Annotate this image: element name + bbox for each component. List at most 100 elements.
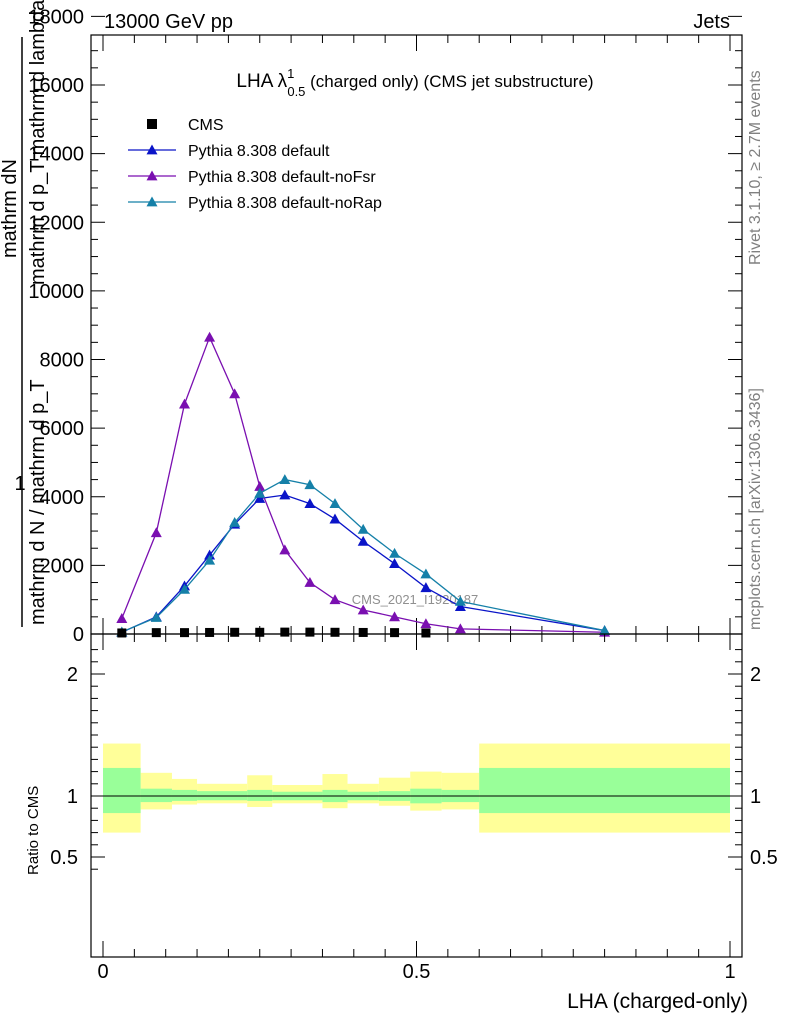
series-1-point-7 [304, 577, 316, 587]
series-1-point-9 [357, 604, 369, 615]
cms-point-7 [305, 627, 315, 637]
series-2-point-10 [389, 547, 401, 558]
series-line-0 [121, 494, 605, 633]
legend-marker-1 [146, 144, 158, 155]
ratio-ytick-label-right-2: 2 [750, 664, 761, 686]
mcplots-label: mcplots.cern.ch [arXiv:1306.3436] [747, 388, 764, 630]
main-ytick-label-7: 14000 [28, 144, 84, 166]
series-2-point-5 [254, 487, 266, 498]
x-axis-label: LHA (charged-only) [567, 990, 748, 1013]
series-1-point-1 [150, 527, 162, 538]
title-rest: (charged only) (CMS jet substructure) [305, 72, 593, 91]
watermark: CMS_2021_I1920187 [352, 592, 479, 607]
series-2-point-13 [599, 625, 611, 635]
ylabel-top: 1 [14, 473, 25, 495]
series-2-point-6 [279, 474, 291, 484]
x-tick-label-2: 1 [724, 961, 735, 983]
legend-marker-2 [146, 170, 158, 181]
series-2-point-1 [150, 612, 162, 622]
legend-marker-3 [146, 196, 158, 207]
main-ytick-label-8: 16000 [28, 75, 84, 97]
cms-point-5 [255, 627, 265, 637]
series-0-point-12 [454, 601, 466, 611]
x-tick-label-0: 0 [97, 961, 108, 983]
green-band-11 [479, 767, 730, 814]
series-0-point-11 [420, 582, 432, 593]
main-plot: LHA λ1 0.5 (charged only) (CMS jet substr… [0, 0, 743, 646]
ratio-ytick-label-right-1: 1 [750, 786, 761, 808]
series-0-point-7 [304, 498, 316, 509]
green-band-2 [171, 789, 198, 801]
series-2-point-8 [329, 498, 341, 509]
series-0-point-8 [329, 513, 341, 524]
main-ytick-label-3: 6000 [40, 418, 85, 440]
ratio-ytick-label-1: 1 [67, 786, 78, 808]
ratio-ylabel: Ratio to CMS [25, 786, 42, 875]
header-right: Jets [693, 11, 730, 33]
cms-point-4 [230, 627, 240, 637]
cms-point-3 [205, 627, 215, 637]
ratio-ytick-label-right-0: 0.5 [750, 847, 778, 869]
series-2-point-11 [420, 568, 432, 579]
rivet-label: Rivet 3.1.10, ≥ 2.7M events [747, 70, 764, 265]
series-1-point-12 [454, 623, 466, 634]
series-1-point-8 [329, 594, 341, 605]
series-1-point-0 [116, 613, 128, 623]
cms-point-6 [280, 627, 290, 637]
main-ytick-label-0: 0 [73, 624, 84, 646]
title-main: LHA λ [236, 71, 287, 92]
cms-point-1 [151, 628, 161, 638]
green-band-4 [247, 789, 273, 801]
series-1-point-2 [179, 398, 191, 409]
green-band-1 [140, 788, 172, 803]
main-title: LHA λ1 0.5 (charged only) (CMS jet substr… [236, 66, 593, 99]
ratio-plot: Ratio to CMS LHA (charged-only) 0 0.5 1 0.5… [25, 633, 778, 1013]
main-ytick-label-4: 8000 [40, 350, 85, 372]
ratio-ytick-label-2: 2 [67, 664, 78, 686]
series-2-point-3 [204, 554, 216, 565]
title-sub: 0.5 [287, 84, 305, 99]
series-1-point-5 [254, 480, 266, 491]
header-left: 13000 GeV pp [104, 11, 233, 33]
main-ytick-label-5: 10000 [28, 281, 84, 303]
series-2-point-7 [304, 479, 316, 490]
series-0-point-9 [357, 535, 369, 546]
ylabel-frac: mathrm d N / mathrm d p_T [27, 379, 49, 625]
series-1-point-4 [229, 388, 241, 399]
series-line-2 [121, 478, 605, 633]
series-line-1 [121, 335, 605, 633]
series-2-point-12 [454, 595, 466, 606]
ylabel-num: mathrm dN [0, 159, 21, 258]
main-ytick-label-1: 2000 [40, 555, 85, 577]
series-1-point-3 [204, 331, 216, 342]
series-1-point-10 [389, 611, 401, 622]
x-tick-label-1: 0.5 [403, 961, 431, 983]
cms-point-11 [421, 628, 431, 638]
series-0-point-10 [389, 558, 401, 569]
cms-point-2 [180, 628, 190, 638]
legend-label-3: Pythia 8.308 default-noRap [188, 195, 382, 212]
legend-label-2: Pythia 8.308 default-noFsr [188, 169, 376, 186]
ylabel-den: mathrm d p_T mathrm d lambda [27, 0, 49, 285]
legend-label-1: Pythia 8.308 default [188, 143, 330, 160]
series-1-point-6 [279, 544, 291, 555]
ratio-ytick-label-0: 0.5 [50, 847, 78, 869]
series-0-point-5 [254, 492, 266, 503]
cms-point-0 [117, 628, 127, 638]
cms-point-9 [358, 627, 368, 637]
main-ytick-label-6: 12000 [28, 212, 84, 234]
cms-point-8 [330, 627, 340, 637]
legend-marker-0 [147, 119, 157, 129]
series-2-point-9 [357, 523, 369, 534]
series-2-point-2 [179, 583, 191, 594]
series-2-point-4 [229, 516, 241, 527]
series-1-point-11 [420, 618, 432, 629]
series-0-point-6 [279, 489, 291, 500]
legend-label-0: CMS [188, 117, 224, 134]
main-ytick-label-9: 18000 [28, 6, 84, 28]
green-band-0 [103, 767, 141, 814]
main-ytick-label-2: 4000 [40, 487, 85, 509]
title-sup: 1 [287, 66, 294, 81]
cms-point-10 [390, 628, 400, 638]
